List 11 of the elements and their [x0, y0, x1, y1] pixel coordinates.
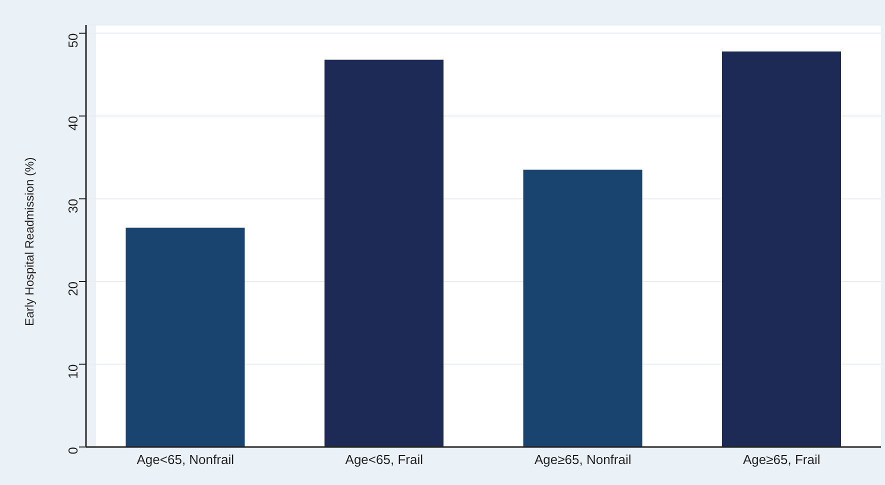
- x-tick-label: Age<65, Nonfrail: [136, 452, 234, 468]
- y-tick-label: 50: [66, 33, 81, 48]
- y-tick-label: 40: [66, 116, 81, 130]
- x-tick-label: Age≥65, Nonfrail: [534, 452, 632, 468]
- x-tick-label: Age<65, Frail: [345, 452, 424, 468]
- y-tick-label: 0: [66, 447, 81, 454]
- y-axis-title: Early Hospital Readmission (%): [22, 157, 36, 326]
- y-tick-label: 30: [66, 198, 81, 214]
- y-tick-label: 10: [66, 364, 81, 379]
- y-tick-label: 20: [66, 282, 81, 296]
- x-tick-label: Age≥65, Frail: [743, 452, 820, 468]
